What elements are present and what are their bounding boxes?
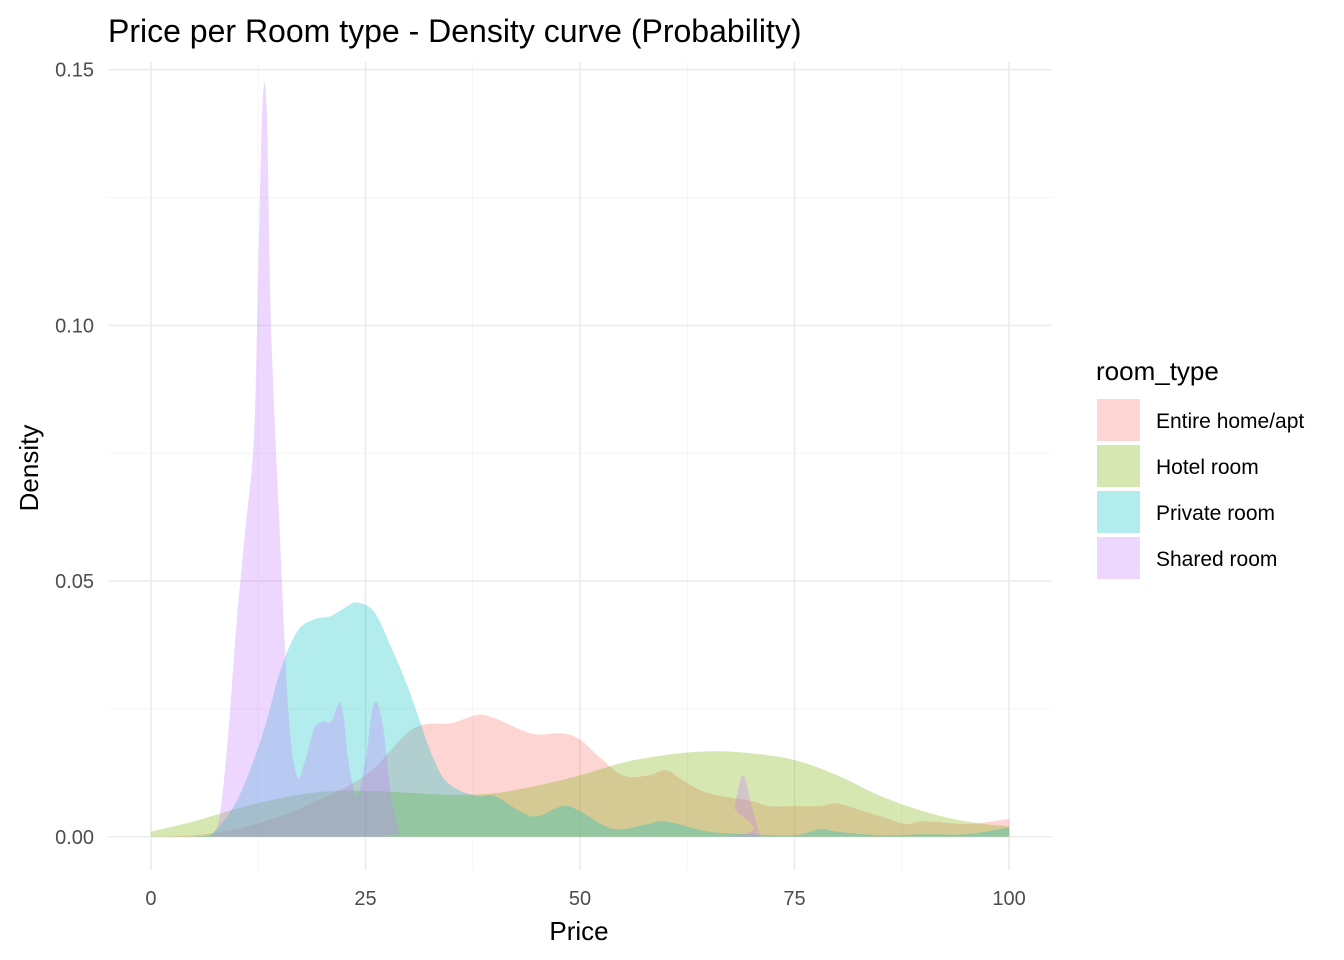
legend-label-hotel-room: Hotel room xyxy=(1156,456,1259,479)
chart-title: Price per Room type - Density curve (Pro… xyxy=(108,13,802,49)
legend-swatch-private-room xyxy=(1097,491,1140,533)
x-tick-label: 0 xyxy=(145,888,156,910)
y-tick-label: 0.00 xyxy=(55,827,94,849)
density-area-shared-room xyxy=(210,82,761,837)
legend-swatch-shared-room xyxy=(1097,537,1140,579)
x-tick-label: 25 xyxy=(354,888,376,910)
x-axis-title: Price xyxy=(549,916,608,946)
y-axis-tick-labels: 0.00 0.05 0.10 0.15 xyxy=(55,60,94,849)
x-tick-label: 50 xyxy=(569,888,591,910)
legend-key-bg xyxy=(1097,399,1140,441)
y-tick-label: 0.05 xyxy=(55,571,94,593)
legend-key-bg xyxy=(1097,491,1140,533)
y-tick-label: 0.15 xyxy=(55,60,94,82)
density-area-entire-home-apt xyxy=(150,714,1010,837)
legend-label-private-room: Private room xyxy=(1156,502,1275,525)
legend-label-entire-home-apt: Entire home/apt xyxy=(1156,410,1304,433)
x-tick-label: 100 xyxy=(992,888,1025,910)
density-area-private-room xyxy=(193,602,1010,837)
density-area-hotel-room xyxy=(150,751,1010,837)
legend-title: room_type xyxy=(1096,356,1219,386)
x-axis-tick-labels: 0 25 50 75 100 xyxy=(145,888,1025,910)
legend-swatch-hotel-room xyxy=(1097,445,1140,487)
legend-key-bg xyxy=(1097,537,1140,579)
y-tick-label: 0.10 xyxy=(55,315,94,337)
x-tick-label: 75 xyxy=(783,888,805,910)
legend-key-bg xyxy=(1097,445,1140,487)
plot-grid xyxy=(108,62,1052,870)
legend-label-shared-room: Shared room xyxy=(1156,548,1277,571)
density-areas xyxy=(150,82,1010,837)
y-axis-title: Density xyxy=(14,425,44,512)
legend: room_type Entire home/apt Hotel room Priva… xyxy=(1096,356,1304,579)
legend-swatch-entire-home-apt xyxy=(1097,399,1140,441)
